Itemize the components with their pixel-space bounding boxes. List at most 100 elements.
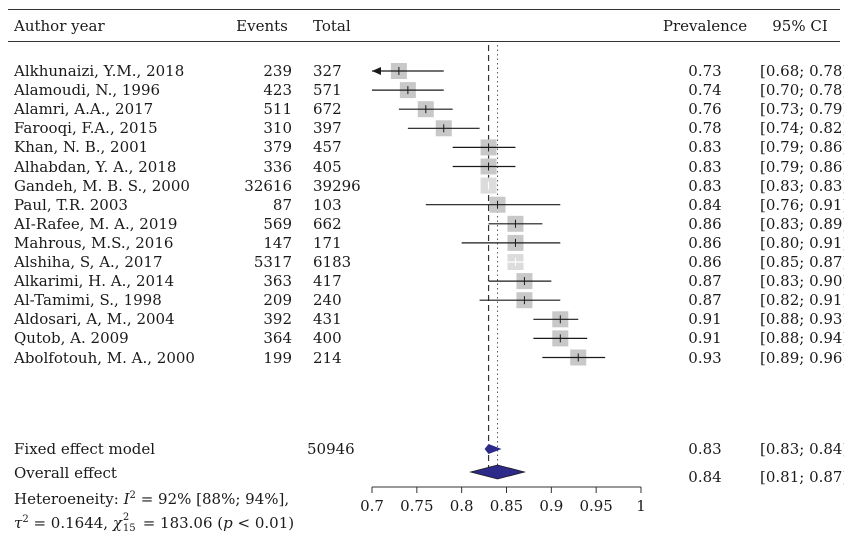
study-prevalence: 0.91: [688, 310, 722, 329]
tau-symbol: τ: [14, 514, 23, 532]
study-ci: [0.83; 0.90]: [760, 272, 844, 291]
study-author: Alhabdan, Y. A., 2018: [14, 157, 177, 176]
study-total: 400: [313, 329, 342, 348]
overall-label: Overall effect: [14, 464, 117, 482]
header-ci: 95% CI: [772, 17, 828, 35]
study-total: 240: [313, 291, 342, 310]
overall-ci: [0.81; 0.87]: [760, 468, 844, 486]
p-value: < 0.01): [232, 514, 295, 532]
study-author: Aldosari, A, M., 2004: [14, 310, 175, 329]
study-ci: [0.74; 0.82]: [760, 119, 844, 138]
tau-value: = 0.1644,: [28, 514, 113, 532]
study-total: 6183: [313, 253, 352, 271]
header-author: Author year: [14, 17, 105, 35]
header-rule: [8, 41, 840, 42]
heterogeneity-prefix: Heteroeneity:: [14, 490, 124, 508]
study-ci: [0.83; 0.83]: [760, 176, 844, 195]
study-ci: [0.76; 0.91]: [760, 195, 844, 214]
chi-symbol: χ: [112, 514, 122, 532]
study-events: 199: [263, 348, 292, 367]
ci-truncation-arrow: [372, 67, 381, 75]
tau-sup: 2: [22, 514, 29, 525]
i2-symbol: I: [123, 490, 130, 508]
study-events: 239: [263, 62, 292, 80]
x-tick-label: 0.85: [490, 497, 523, 515]
header-events: Events: [236, 17, 288, 35]
study-author: Gandeh, M. B. S., 2000: [14, 176, 190, 195]
overall-prevalence: 0.84: [688, 468, 722, 486]
fixed-total: 50946: [307, 440, 355, 458]
study-total: 405: [313, 157, 342, 176]
study-author: Al-Tamimi, S., 1998: [14, 291, 162, 310]
study-prevalence: 0.87: [688, 272, 722, 291]
header-prevalence: Prevalence: [662, 17, 748, 35]
study-ci: [0.73; 0.79]: [760, 100, 844, 119]
fixed-ci: [0.83; 0.84]: [760, 440, 844, 458]
study-author: Mahrous, M.S., 2016: [14, 233, 174, 252]
fixed-effect-diamond: [484, 444, 502, 454]
header-total: Total: [313, 17, 351, 35]
overall-effect-diamond: [469, 464, 527, 480]
study-author: Alamoudi, N., 1996: [14, 81, 161, 100]
study-author: AI-Rafee, M. A., 2019: [14, 214, 178, 233]
x-tick-label: 1: [636, 497, 646, 515]
study-events: 5317: [253, 253, 292, 271]
study-ci: [0.88; 0.94]: [760, 329, 844, 348]
study-prevalence: 0.86: [688, 233, 722, 252]
study-total: 397: [313, 119, 342, 138]
study-ci: [0.79; 0.86]: [760, 138, 844, 157]
chi-value: = 183.06 (: [137, 514, 224, 532]
i2-value: = 92% [88%; 94%],: [135, 490, 290, 508]
study-prevalence: 0.73: [688, 62, 722, 80]
study-events: 310: [263, 119, 292, 138]
study-events: 363: [263, 272, 292, 291]
study-ci: [0.68; 0.78]: [760, 62, 844, 80]
i2-sup: 2: [129, 490, 136, 501]
study-events: 87: [272, 195, 292, 214]
study-events: 511: [263, 100, 292, 119]
study-events: 209: [263, 291, 292, 310]
study-events: 379: [263, 138, 292, 157]
study-prevalence: 0.87: [688, 291, 722, 310]
study-prevalence: 0.83: [688, 138, 722, 157]
study-events: 569: [263, 214, 292, 233]
fixed-prevalence: 0.83: [688, 440, 722, 458]
study-prevalence: 0.83: [688, 176, 722, 195]
study-ci: [0.83; 0.89]: [760, 214, 844, 233]
study-total: 571: [313, 81, 342, 100]
x-tick-label: 0.7: [360, 497, 384, 515]
study-prevalence: 0.83: [688, 157, 722, 176]
study-ci: [0.82; 0.91]: [760, 291, 844, 310]
study-prevalence: 0.86: [688, 253, 722, 271]
chi-sup: 2: [122, 512, 130, 523]
study-prevalence: 0.86: [688, 214, 722, 233]
study-total: 214: [313, 348, 342, 367]
study-prevalence: 0.78: [688, 119, 722, 138]
study-author: Khan, N. B., 2001: [14, 138, 149, 157]
study-prevalence: 0.93: [688, 348, 722, 367]
study-total: 457: [313, 138, 342, 157]
study-ci: [0.70; 0.78]: [760, 81, 844, 100]
study-author: Farooqi, F.A., 2015: [14, 119, 158, 138]
top-rule: [8, 9, 840, 10]
x-tick-label: 0.8: [450, 497, 474, 515]
x-tick-label: 0.75: [400, 497, 433, 515]
fixed-label: Fixed effect model: [14, 440, 156, 458]
study-author: Alkhunaizi, Y.M., 2018: [14, 62, 185, 80]
p-symbol: p: [223, 514, 233, 532]
study-total: 327: [313, 62, 342, 80]
study-author: Paul, T.R. 2003: [14, 195, 128, 214]
study-total: 39296: [313, 176, 361, 195]
study-events: 392: [263, 310, 292, 329]
chi-sub: 15: [122, 523, 136, 534]
study-events: 147: [263, 233, 292, 252]
study-author: Abolfotouh, M. A., 2000: [14, 348, 195, 367]
study-total: 672: [313, 100, 342, 119]
study-author: Alamri, A.A., 2017: [14, 100, 154, 119]
study-events: 336: [263, 157, 292, 176]
heterogeneity-line-2: τ2 = 0.1644, χ 2 15 = 183.06 (p < 0.01): [14, 511, 295, 534]
study-total: 171: [313, 233, 342, 252]
study-events: 32616: [244, 176, 292, 195]
heterogeneity-line-1: Heteroeneity: I2 = 92% [88%; 94%],: [14, 487, 289, 508]
